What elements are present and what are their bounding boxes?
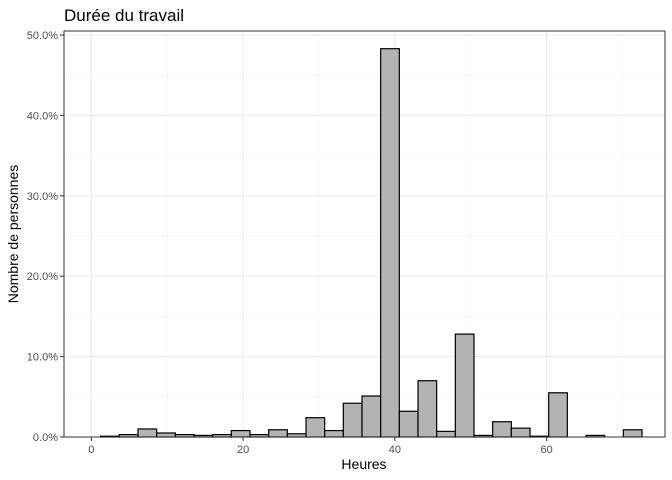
chart-title: Durée du travail — [64, 6, 184, 25]
y-axis-title: Nombre de personnes — [5, 165, 21, 304]
histogram-bar — [137, 428, 158, 438]
histogram-bar — [156, 432, 176, 438]
y-tick-label: 20.0% — [27, 271, 58, 283]
histogram-bar — [398, 410, 419, 438]
y-tick-label: 50.0% — [27, 30, 58, 42]
histogram-bar — [305, 417, 326, 438]
y-tick-label: 10.0% — [27, 352, 58, 364]
histogram-bar — [548, 392, 568, 438]
histogram-bar — [230, 429, 251, 438]
histogram-bars — [100, 48, 643, 438]
histogram-bar — [492, 421, 512, 438]
grid-lines — [64, 31, 665, 438]
histogram-bar — [342, 402, 363, 438]
histogram-bar — [454, 333, 475, 438]
histogram-bar — [380, 48, 400, 438]
histogram-bar — [417, 380, 438, 438]
y-tick-label: 40.0% — [27, 110, 58, 122]
y-tick-label: 0.0% — [33, 432, 58, 444]
histogram-bar — [361, 395, 382, 438]
histogram-bar — [324, 429, 344, 438]
x-axis: 0 20 40 60 — [88, 437, 553, 456]
x-tick-label: 20 — [237, 444, 249, 456]
x-tick-label: 0 — [88, 444, 94, 456]
histogram-bar — [622, 429, 643, 438]
histogram-bar — [510, 427, 531, 438]
y-axis: 0.0% 10.0% 20.0% 30.0% 40.0% 50.0% — [27, 30, 64, 444]
x-axis-title: Heures — [341, 456, 386, 472]
histogram-bar — [436, 430, 456, 438]
x-tick-label: 40 — [389, 444, 401, 456]
x-tick-label: 60 — [540, 444, 552, 456]
histogram-bar — [268, 429, 288, 438]
panel-border — [63, 30, 666, 438]
y-tick-label: 30.0% — [27, 191, 58, 203]
